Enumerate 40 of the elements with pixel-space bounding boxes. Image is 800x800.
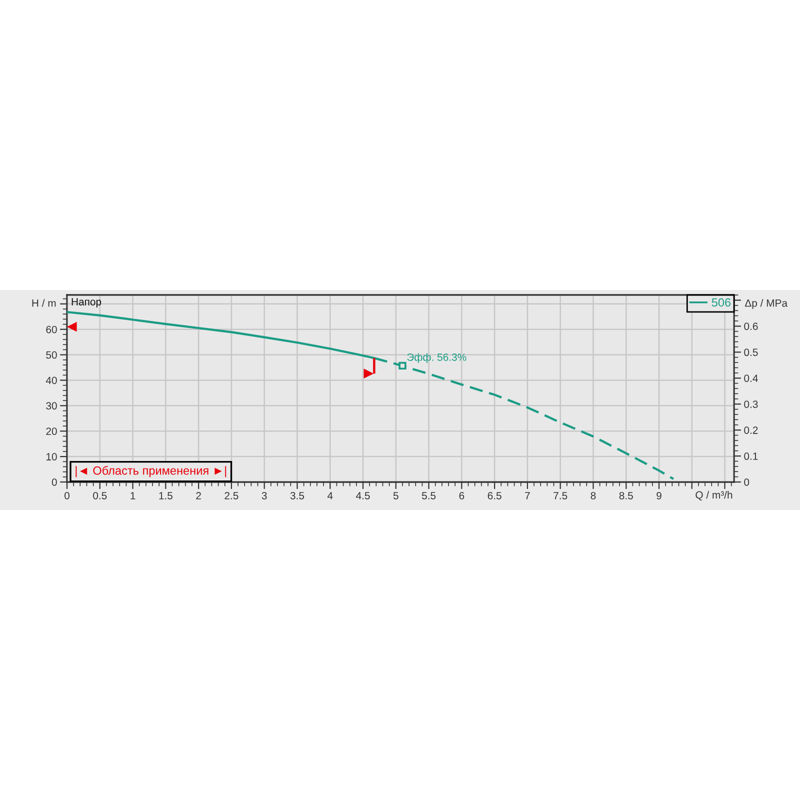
y2-tick-label: 0 [744, 478, 750, 486]
x-tick-label: 0.5 [93, 492, 107, 500]
y2-axis-title: Δp / MPa [744, 299, 788, 309]
x-tick-label: 7 [525, 492, 530, 500]
x-tick-label: 9 [656, 492, 662, 500]
y2-tick-label: 0.1 [744, 452, 758, 460]
x-tick-label: 4.5 [356, 492, 370, 500]
x-axis-title: Q / m³/h [696, 490, 732, 500]
x-tick-label: 2.5 [224, 492, 238, 500]
x-tick-label: 4 [327, 492, 333, 500]
y-tick-label: 60 [46, 326, 57, 334]
x-tick-label: 5 [393, 492, 398, 500]
y-tick-label: 0 [52, 478, 57, 486]
x-tick-label: 0 [64, 492, 70, 500]
x-tick-label: 1 [130, 492, 136, 500]
chart-title: Напор [72, 298, 102, 308]
x-tick-label: 3.5 [290, 492, 304, 500]
y2-tick-label: 0.2 [744, 426, 758, 434]
x-tick-label: 8.5 [619, 492, 633, 500]
y-axis-title: H / m [32, 299, 56, 307]
x-tick-label: 1.5 [159, 492, 172, 500]
y-tick-label: 20 [46, 428, 57, 435]
x-tick-label: 2 [196, 492, 201, 500]
y2-tick-label: 0.5 [744, 348, 758, 356]
x-tick-label: 8 [590, 492, 596, 500]
annotation: |◄ Область применения ►| [76, 466, 226, 478]
x-tick-label: 7.5 [554, 492, 568, 500]
annotation: Эфф. 56.3% [407, 353, 466, 363]
y-tick-label: 10 [46, 453, 57, 460]
legend-label: 506 [712, 298, 731, 307]
x-tick-label: 3 [262, 492, 267, 500]
x-tick-label: 6.5 [488, 492, 502, 500]
y-tick-label: 40 [46, 376, 57, 384]
x-tick-label: 6 [459, 492, 464, 500]
y2-tick-label: 0.3 [744, 400, 758, 408]
y2-tick-label: 0.6 [744, 322, 758, 330]
y-tick-label: 30 [46, 402, 57, 410]
x-tick-label: 5.5 [422, 492, 436, 500]
y2-tick-label: 0.4 [744, 374, 758, 382]
y-tick-label: 50 [46, 351, 57, 359]
